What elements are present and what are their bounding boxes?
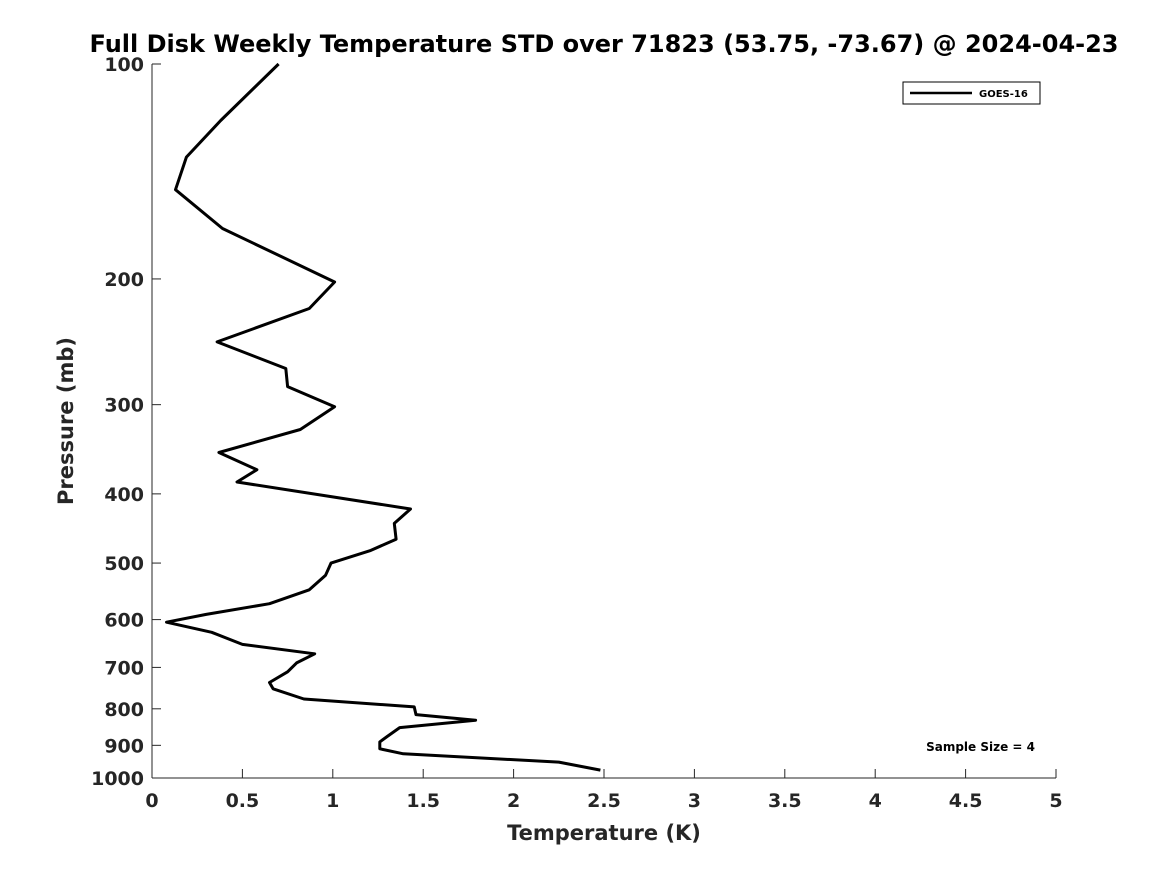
x-tick-label: 4 <box>869 790 882 812</box>
x-tick-label: 5 <box>1049 790 1062 812</box>
sample-size-annotation: Sample Size = 4 <box>926 740 1035 754</box>
chart-title: Full Disk Weekly Temperature STD over 71… <box>90 30 1119 58</box>
x-tick-label: 2.5 <box>587 790 621 812</box>
x-tick-label: 4.5 <box>949 790 983 812</box>
y-tick-label: 900 <box>104 735 144 757</box>
y-tick-label: 100 <box>104 54 144 76</box>
y-tick-label: 1000 <box>91 768 144 790</box>
x-tick-label: 3 <box>688 790 701 812</box>
y-tick-label: 600 <box>104 610 144 632</box>
series-layer <box>165 62 601 772</box>
x-tick-label: 2 <box>507 790 520 812</box>
x-tick-label: 1 <box>326 790 339 812</box>
y-tick-label: 800 <box>104 699 144 721</box>
x-tick-label: 3.5 <box>768 790 802 812</box>
y-tick-label: 200 <box>104 269 144 291</box>
x-tick-label: 1.5 <box>406 790 440 812</box>
x-tick-label: 0 <box>145 790 158 812</box>
legend-label: GOES-16 <box>979 89 1028 100</box>
y-ticks: 100 200 300 400 500 600 700 800 900 1000 <box>91 54 161 790</box>
x-ticks: 0 0.5 1 1.5 2 2.5 3 3.5 4 4.5 5 <box>145 769 1063 812</box>
y-tick-label: 300 <box>104 395 144 417</box>
x-axis-label: Temperature (K) <box>507 821 701 845</box>
legend: GOES-16 <box>902 81 1041 105</box>
y-tick-label: 500 <box>104 553 144 575</box>
series-line-goes-16 <box>165 62 601 772</box>
y-axis-label: Pressure (mb) <box>54 337 78 505</box>
y-tick-label: 400 <box>104 484 144 506</box>
y-tick-label: 700 <box>104 657 144 679</box>
x-tick-label: 0.5 <box>226 790 260 812</box>
